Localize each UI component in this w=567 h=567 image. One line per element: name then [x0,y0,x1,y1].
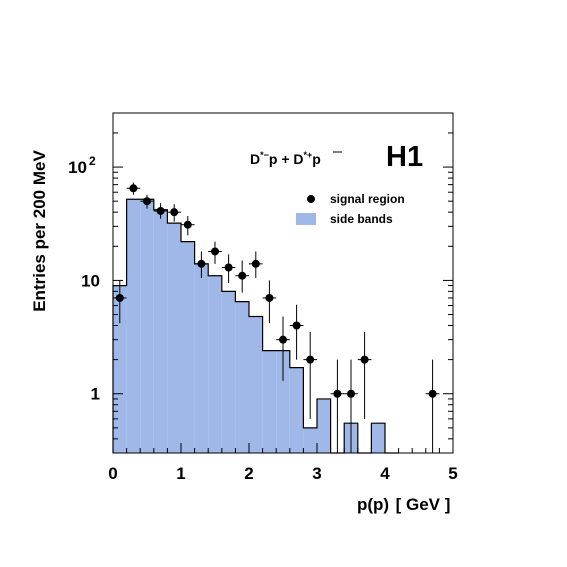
side-band-bin [126,199,141,453]
signal-region-point [197,259,206,268]
side-band-bin [221,291,236,453]
signal-region-point [211,247,219,256]
signal-region-point [428,389,437,398]
x-tick-label: 1 [176,464,185,483]
x-tick-label: 4 [380,464,390,483]
signal-region-point [292,321,301,330]
y-tick-label: 10 [81,271,100,290]
x-axis-units: [ GeV ] [396,495,451,514]
signal-region-points [113,182,440,453]
signal-region-point [170,208,179,217]
legend: signal region side bands [296,192,405,226]
signal-region-point [279,335,287,344]
process-label: D*−p + D*+p [250,150,321,167]
side-band-bin [276,350,290,453]
legend-dot-icon [307,195,315,203]
side-band-bin [289,367,304,453]
side-band-bin [371,423,385,453]
side-band-bin [167,223,181,453]
y-tick-label-exponent: 2 [89,154,96,168]
y-tick-label: 10 [68,158,87,177]
side-band-bin [208,275,222,453]
y-axis-label: Entries per 200 MeV [30,150,49,312]
plot-frame [112,112,454,454]
side-band-bin [181,241,195,453]
side-band-bin [249,316,263,453]
signal-region-point [183,220,192,229]
x-tick-label: 2 [244,464,253,483]
signal-region-point [156,206,165,215]
side-band-bin [194,263,209,453]
signal-region-point [115,293,124,302]
x-axis-label: p(p) [357,495,389,514]
side-band-bin [262,350,277,453]
x-tick-label: 0 [108,464,117,483]
signal-region-point [306,355,315,364]
side-band-bin [235,301,249,453]
signal-region-point [129,184,138,193]
signal-region-point [238,271,247,280]
side-band-histogram [112,198,399,454]
y-tick-label: 1 [91,385,100,404]
x-tick-label: 5 [448,464,457,483]
side-band-bin [317,398,331,453]
signal-region-point [347,389,355,398]
legend-side-bands-label: side bands [330,212,393,226]
experiment-label: H1 [386,141,423,173]
signal-region-point [333,389,342,398]
x-tick-label: 3 [312,464,321,483]
legend-signal-region-label: signal region [330,192,405,206]
side-band-bin [153,209,168,453]
signal-region-point [224,263,233,272]
signal-region-point [251,259,260,268]
signal-region-point [143,197,151,206]
side-band-bin [303,427,317,453]
legend-box-icon [296,213,316,225]
signal-region-point [360,355,369,364]
signal-region-point [265,293,274,302]
side-band-bin [140,199,154,453]
